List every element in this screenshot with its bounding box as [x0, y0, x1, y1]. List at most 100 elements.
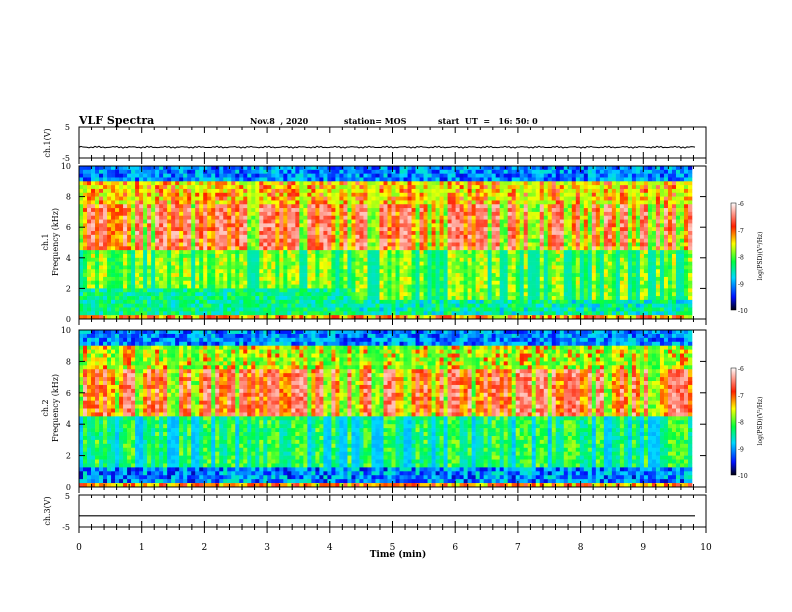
spectrogram-cell [411, 315, 416, 320]
spectrogram-cell [547, 276, 553, 282]
spectrogram-cell [251, 276, 256, 282]
spectrogram-cell [295, 269, 300, 274]
spectrogram-cell [95, 208, 100, 213]
spectrogram-cell [523, 223, 529, 228]
spectrogram-cell [135, 211, 140, 217]
spectrogram-cell [219, 284, 224, 289]
spectrogram-cell [487, 196, 492, 201]
spectrogram-cell [267, 269, 272, 274]
spectrogram-cell [399, 200, 404, 205]
spectrogram-cell [99, 231, 104, 236]
spectrogram-cell [475, 315, 480, 320]
spectrogram-cell [167, 234, 172, 239]
spectrogram-cell [303, 315, 308, 320]
spectrogram-cell [287, 208, 292, 213]
spectrogram-cell [375, 303, 380, 308]
spectrogram-cell [99, 234, 104, 239]
spectrogram-cell [499, 253, 504, 259]
spectrogram-cell [479, 185, 484, 190]
spectrogram-cell [523, 185, 529, 190]
spectrogram-cell [171, 166, 176, 171]
spectrogram-cell [539, 257, 545, 262]
spectrogram-cell [175, 231, 180, 236]
spectrogram-cell [199, 200, 204, 205]
spectrogram-cell [159, 196, 164, 201]
spectrogram-cell [391, 276, 396, 282]
spectrogram-cell [287, 250, 292, 255]
spectrogram-cell [335, 177, 340, 182]
spectrogram-cell [215, 231, 220, 236]
spectrogram-cell [151, 231, 156, 236]
spectrogram-cell [211, 234, 216, 239]
spectrogram-cell [383, 261, 388, 266]
spectrogram-cell [367, 296, 372, 301]
spectrogram-cell [467, 204, 472, 209]
spectrogram-cell [287, 173, 292, 178]
spectrogram-cell [99, 204, 104, 209]
spectrogram-cell [479, 284, 484, 289]
spectrogram-cell [559, 261, 565, 266]
spectrogram-cell [295, 173, 300, 178]
spectrogram-cell [487, 223, 492, 228]
spectrogram-cell [387, 188, 392, 194]
spectrogram-cell [95, 253, 100, 259]
spectrogram-cell [431, 238, 436, 243]
spectrogram-cell [119, 166, 124, 171]
spectrogram-cell [443, 166, 448, 171]
spectrogram-cell [435, 219, 440, 224]
spectrogram-cell [83, 257, 88, 262]
spectrogram-cell [91, 227, 96, 232]
spectrogram-cell [287, 311, 292, 316]
spectrogram-cell [191, 276, 196, 282]
spectrogram-cell [171, 242, 176, 247]
spectrogram-cell [215, 200, 220, 205]
spectrogram-cell [559, 265, 565, 270]
spectrogram-cell [435, 280, 440, 285]
spectrogram-cell [211, 227, 216, 232]
spectrogram-cell [151, 299, 156, 305]
spectrogram-cell [367, 169, 372, 174]
spectrogram-cell [455, 169, 460, 174]
spectrogram-cell [255, 311, 260, 316]
spectrogram-cell [343, 246, 348, 251]
spectrogram-cell [223, 181, 228, 186]
spectrogram-cell [451, 250, 456, 255]
spectrogram-cell [351, 246, 356, 251]
spectrogram-cell [339, 299, 344, 305]
spectrogram-cell [523, 315, 529, 320]
spectrogram-cell [559, 173, 565, 178]
spectrogram-cell [519, 257, 525, 262]
spectrogram-cell [279, 284, 284, 289]
spectrogram-cell [443, 288, 448, 293]
spectrogram-cell [319, 188, 324, 194]
spectrogram-cell [223, 219, 228, 224]
spectrogram-cell [303, 292, 308, 297]
spectrogram-cell [427, 276, 432, 282]
spectrogram-cell [339, 265, 344, 270]
spectrogram-cell [315, 311, 320, 316]
spectrogram-cell [343, 238, 348, 243]
spectrogram-cell [111, 261, 116, 266]
spectrogram-cell [183, 169, 188, 174]
spectrogram-cell [275, 196, 280, 201]
spectrogram-cell [507, 261, 513, 266]
spectrogram-cell [371, 273, 376, 278]
spectrogram-cell [143, 276, 148, 282]
spectrogram-cell [515, 296, 521, 301]
spectrogram-cell [239, 227, 244, 232]
spectrogram-cell [295, 307, 300, 312]
spectrogram-cell [99, 269, 104, 274]
spectrogram-cell [387, 173, 392, 178]
spectrogram-cell [103, 303, 108, 308]
spectrogram-cell [495, 234, 500, 239]
spectrogram-cell [211, 311, 216, 316]
spectrogram-cell [147, 299, 152, 305]
spectrogram-cell [95, 292, 100, 297]
spectrogram-cell [219, 299, 224, 305]
spectrogram-cell [363, 273, 368, 278]
spectrogram-cell [351, 192, 356, 197]
spectrogram-cell [231, 303, 236, 308]
spectrogram-cell [239, 280, 244, 285]
spectrogram-cell [459, 181, 464, 186]
spectrogram-cell [391, 246, 396, 251]
